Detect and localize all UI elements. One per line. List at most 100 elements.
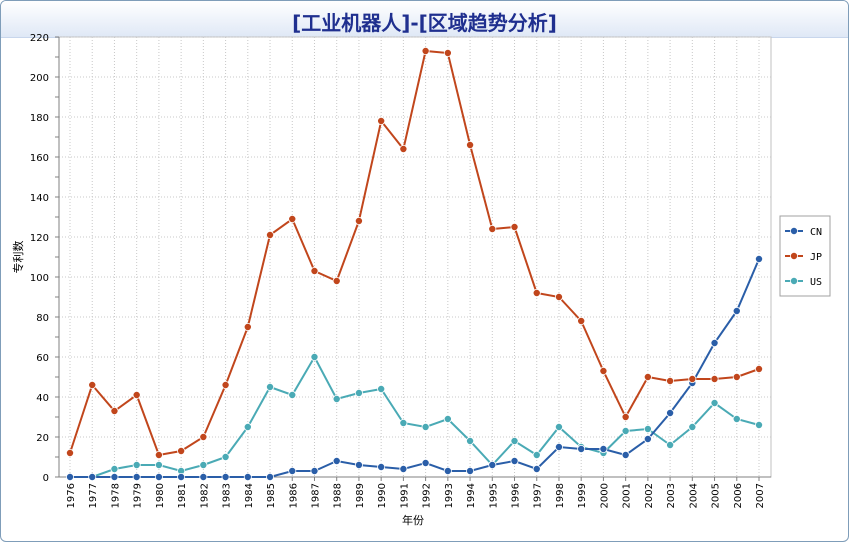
x-tick-label: 2007	[755, 483, 766, 508]
x-tick-label: 1987	[310, 483, 321, 508]
data-point-us	[755, 420, 764, 429]
x-tick-label: 1999	[577, 483, 588, 508]
x-tick-label: 1976	[66, 483, 77, 508]
x-tick-label: 2005	[711, 483, 722, 508]
data-point-cn	[510, 456, 519, 465]
y-tick-label: 100	[30, 273, 49, 284]
data-point-jp	[466, 140, 475, 149]
data-point-jp	[732, 372, 741, 381]
x-tick-label: 1998	[555, 483, 566, 508]
y-tick-label: 120	[30, 233, 49, 244]
data-point-us	[466, 436, 475, 445]
data-point-us	[377, 384, 386, 393]
x-tick-label: 2000	[599, 483, 610, 508]
grid-layer	[58, 36, 772, 478]
y-tick-label: 20	[36, 433, 49, 444]
data-point-cn	[66, 472, 75, 481]
data-point-us	[554, 422, 563, 431]
data-point-cn	[421, 458, 430, 467]
data-point-cn	[732, 306, 741, 315]
y-tick-label: 160	[30, 153, 49, 164]
data-point-jp	[154, 450, 163, 459]
data-point-jp	[532, 288, 541, 297]
data-point-jp	[177, 446, 186, 455]
data-point-us	[666, 440, 675, 449]
series-layer	[66, 47, 764, 481]
data-point-cn	[666, 408, 675, 417]
x-tick-label: 2004	[688, 483, 699, 508]
legend-marker-jp	[790, 251, 799, 260]
data-point-jp	[110, 406, 119, 415]
data-point-us	[688, 422, 697, 431]
data-point-cn	[199, 472, 208, 481]
data-point-cn	[354, 460, 363, 469]
data-point-cn	[755, 254, 764, 263]
data-point-jp	[310, 266, 319, 275]
legend-label-cn: CN	[810, 227, 822, 238]
data-point-cn	[599, 444, 608, 453]
x-tick-label: 1986	[288, 483, 299, 508]
data-point-us	[332, 394, 341, 403]
data-point-cn	[88, 472, 97, 481]
data-point-us	[354, 388, 363, 397]
data-point-jp	[710, 374, 719, 383]
x-tick-label: 1979	[133, 483, 144, 508]
x-tick-label: 1977	[88, 483, 99, 508]
legend-label-us: US	[810, 277, 822, 288]
data-point-jp	[443, 49, 452, 58]
data-point-jp	[621, 412, 630, 421]
data-point-cn	[154, 472, 163, 481]
data-point-cn	[221, 472, 230, 481]
data-point-jp	[66, 448, 75, 457]
data-point-us	[110, 464, 119, 473]
data-point-us	[243, 422, 252, 431]
x-tick-label: 1995	[488, 483, 499, 508]
legend-marker-cn	[790, 226, 799, 235]
data-point-jp	[755, 364, 764, 373]
data-point-jp	[510, 222, 519, 231]
x-tick-label: 2002	[644, 483, 655, 508]
plot-area	[58, 36, 772, 478]
data-point-cn	[577, 444, 586, 453]
data-point-jp	[488, 224, 497, 233]
data-point-cn	[554, 442, 563, 451]
data-point-jp	[266, 230, 275, 239]
y-tick-label: 40	[36, 393, 49, 404]
data-point-jp	[599, 366, 608, 375]
data-point-cn	[399, 464, 408, 473]
data-point-us	[421, 422, 430, 431]
data-point-jp	[643, 372, 652, 381]
data-point-us	[443, 414, 452, 423]
data-point-cn	[532, 464, 541, 473]
data-point-us	[221, 452, 230, 461]
y-tick-label: 0	[43, 473, 49, 484]
y-tick-label: 140	[30, 193, 49, 204]
data-point-jp	[132, 390, 141, 399]
title-bar: [工业机器人]-[区域趋势分析]	[1, 1, 848, 38]
x-tick-label: 1989	[355, 483, 366, 508]
data-point-cn	[443, 466, 452, 475]
x-tick-label: 2006	[733, 483, 744, 508]
data-point-jp	[421, 47, 430, 56]
data-point-us	[399, 418, 408, 427]
data-point-us	[643, 424, 652, 433]
legend-marker-us	[790, 276, 799, 285]
data-point-cn	[266, 472, 275, 481]
x-tick-label: 1985	[266, 483, 277, 508]
legend: CN JP US	[779, 215, 831, 297]
data-point-cn	[110, 472, 119, 481]
data-point-jp	[554, 292, 563, 301]
y-tick-label: 200	[30, 73, 49, 84]
data-point-cn	[643, 434, 652, 443]
x-tick-label: 2003	[666, 483, 677, 508]
data-point-cn	[332, 456, 341, 465]
x-tick-label: 1988	[333, 483, 344, 508]
data-point-cn	[132, 472, 141, 481]
data-point-cn	[377, 462, 386, 471]
data-point-cn	[621, 450, 630, 459]
x-tick-label: 1984	[244, 483, 255, 508]
x-tick-label: 2001	[622, 483, 633, 508]
y-axis-title: 专利数	[11, 241, 25, 274]
x-tick-label: 1983	[222, 483, 233, 508]
